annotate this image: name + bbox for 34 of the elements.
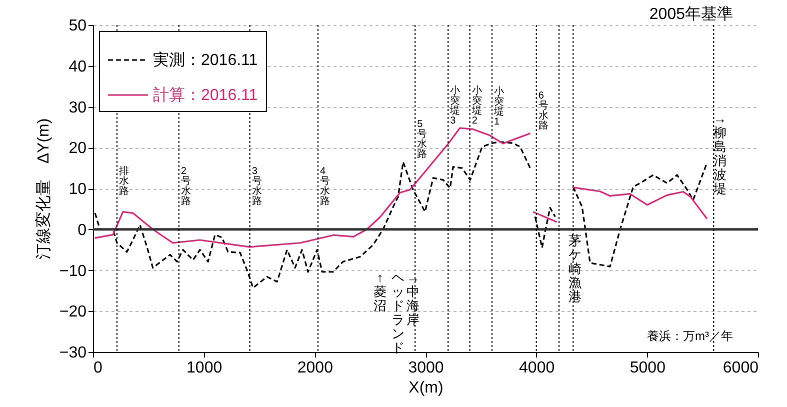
ref-line-label: 排水路 [118, 165, 129, 198]
ref-line-label: 3号水路 [252, 166, 262, 208]
ref-line-label: 小突堤1 [493, 86, 504, 128]
x-tick-label: 2000 [297, 360, 334, 376]
annotation: 養浜：万m³／年 [647, 329, 733, 343]
text: 2005年基準 [649, 5, 733, 23]
ref-line-label: 5号水路 [417, 119, 428, 160]
ref-line-label: 小突堤2 [470, 84, 482, 126]
x-tick-label: 1000 [186, 360, 222, 376]
legend-label: 計算：2016.11 [153, 86, 258, 104]
y-tick-label: 0 [78, 222, 87, 239]
y-tick-label: −20 [59, 304, 87, 321]
y-tick-label: 20 [68, 140, 87, 158]
annotation: ↑菱沼 [374, 270, 386, 313]
x-axis-title: X(m) [408, 380, 444, 396]
y-tick-label: 50 [68, 18, 87, 34]
x-tick-label: 3000 [408, 360, 444, 376]
y-tick-label: −10 [59, 262, 87, 280]
legend-label: 実測：2016.11 [153, 51, 258, 69]
x-tick-label: 6000 [722, 360, 759, 376]
x-tick-label: 0 [94, 360, 102, 376]
ref-line-label: 6号水路 [538, 90, 548, 132]
x-tick-label: 4000 [519, 360, 555, 376]
y-tick-label: 10 [68, 181, 87, 198]
ref-line-label: 小突堤3 [449, 84, 460, 126]
y-tick-label: 40 [68, 58, 87, 76]
annotation: →柳島消波堤 [712, 111, 726, 196]
x-tick-label: 5000 [630, 360, 666, 376]
y-tick-label: −30 [59, 344, 87, 362]
y-tick-label: 30 [68, 99, 87, 116]
y-axis-title: 汀線変化量 ΔY(m) [34, 118, 52, 260]
annotation: 茅ケ崎漁港 [568, 233, 582, 304]
ref-line-label: 2号水路 [180, 166, 191, 208]
ref-line-label: 4号水路 [320, 166, 330, 208]
